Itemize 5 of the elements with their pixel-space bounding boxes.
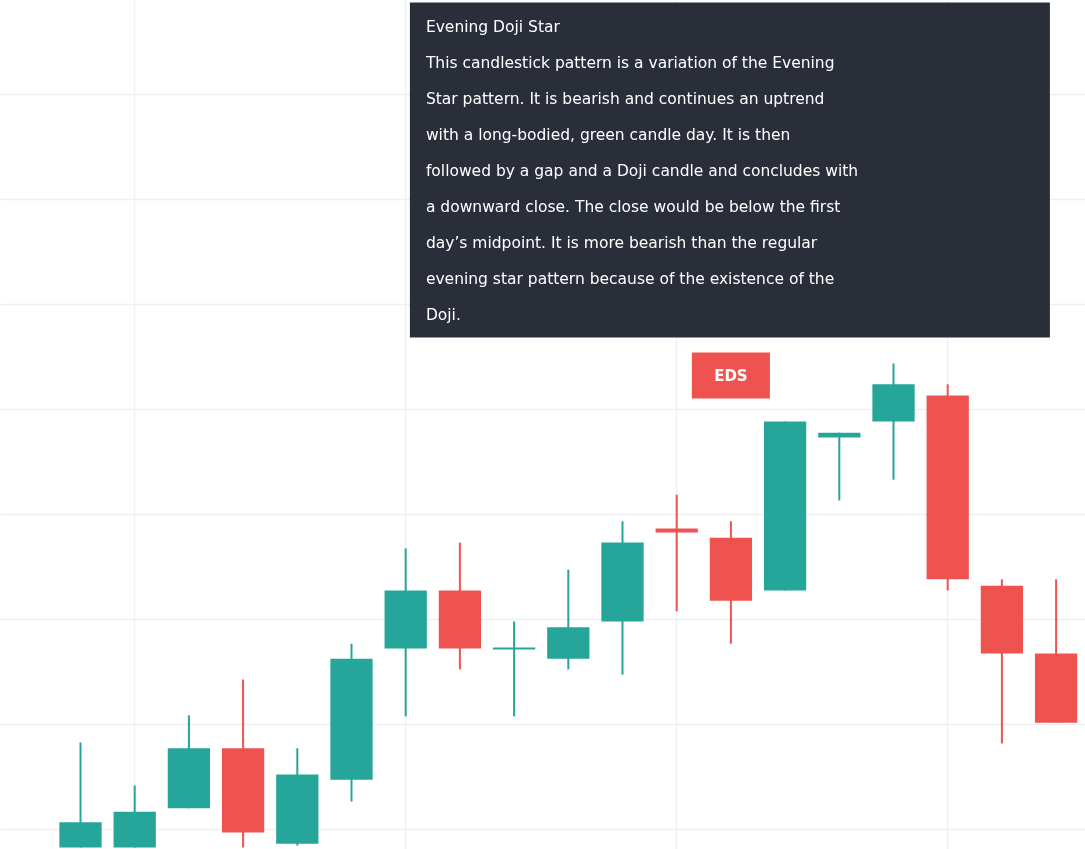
annotation: EDS: [714, 366, 748, 385]
candlestick: [492, 620, 536, 718]
text: Evening Doji Star: [425, 17, 561, 36]
candlestick: [818, 431, 861, 502]
text: This candlestick pattern is a variation of the Evening Star pattern. It is bearish and continues an uptrend with a long-bodied, green candle day. It is then followed by a gap and a Doji candle and concludes with a downward close. The close would be below the first day’s midpoint. It is more bearish than the regular evening star pattern because of the existence of the Doji.: [424, 53, 859, 324]
